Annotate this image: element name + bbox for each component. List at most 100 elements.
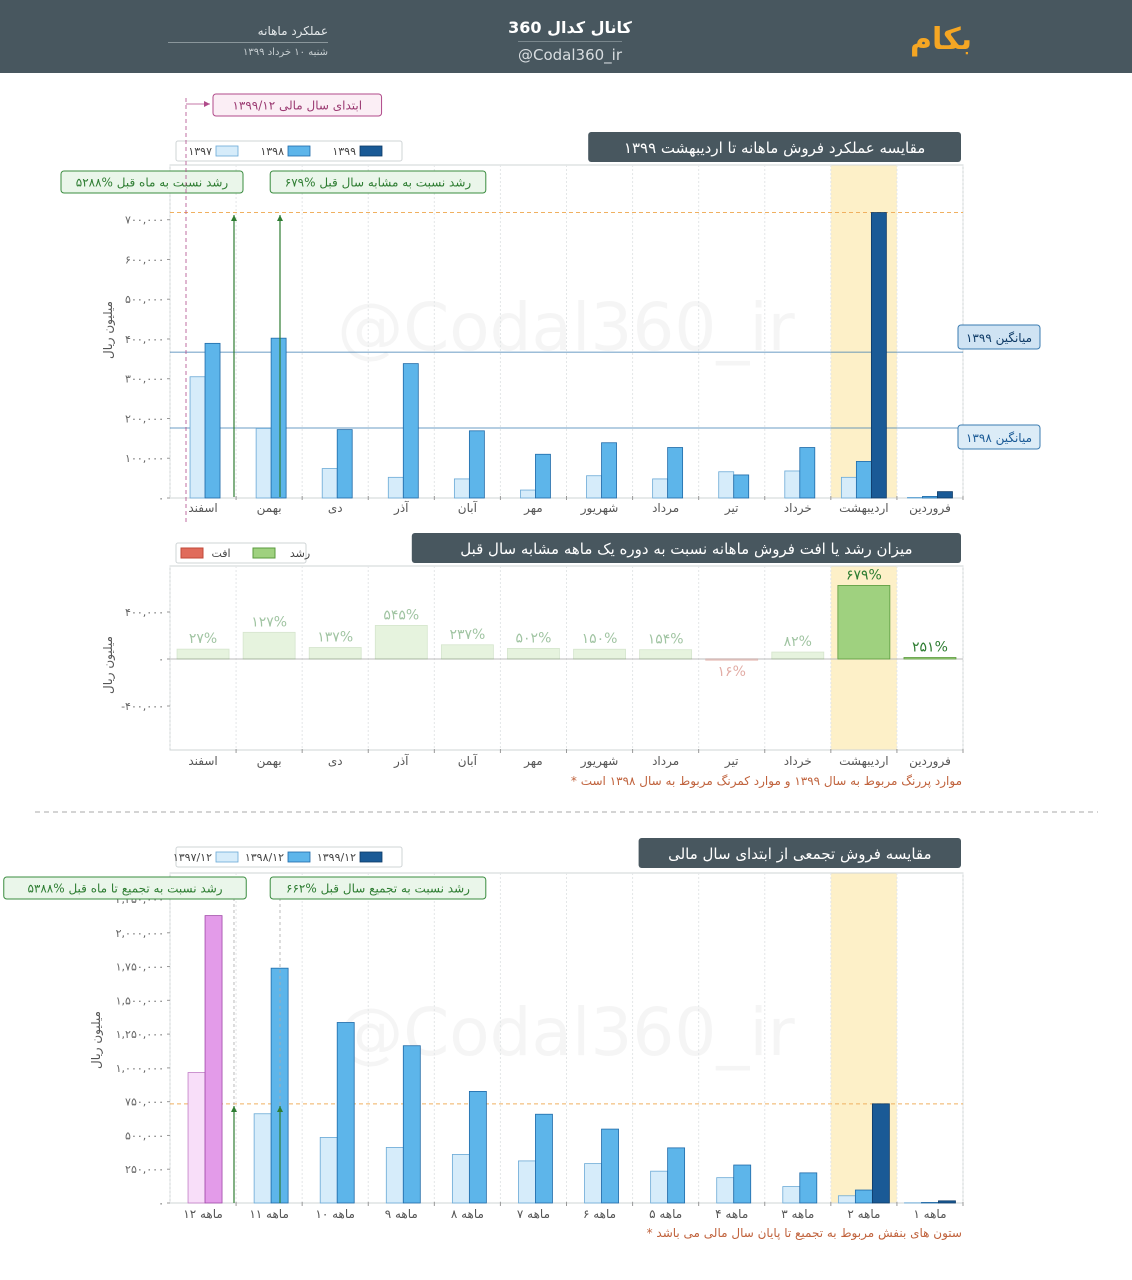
- fiscal-start-label-box: [212, 93, 383, 117]
- header-bar: بکام کانال کدال 360 @Codal360_ir عملکرد …: [0, 0, 1132, 73]
- chart1-avg-label-box: [957, 324, 1041, 350]
- chart1-annotation-0: ۵۲۸۸% رشد نسبت به ماه قبل: [76, 175, 229, 190]
- chart3-xlabel-7: ۸ ماهه: [451, 1207, 484, 1221]
- chart3-y-tick: ۷۵۰,۰۰۰: [125, 1096, 164, 1109]
- chart2-y-tick: -۴۰۰,۰۰۰: [121, 700, 164, 713]
- chart1-bar-۱۳۹۸-4: [667, 447, 684, 499]
- chart3-bar-۱۳۹۷/۱۲-5: [584, 1163, 602, 1204]
- chart3-title: مقایسه فروش تجمعی از ابتدای سال مالی: [668, 845, 931, 863]
- chart1-bar-۱۳۹۷-2: [784, 470, 801, 499]
- chart1-title-bg: [588, 132, 961, 162]
- chart1-legend-swatch: [287, 145, 311, 157]
- chart3-bar-۱۳۹۸/۱۲-7: [468, 1090, 487, 1204]
- chart2-value-label-3: ۱۶%: [718, 664, 746, 680]
- chart1-xlabel-0: فروردین: [909, 501, 951, 516]
- chart1-xlabel-7: آبان: [458, 500, 478, 515]
- chart1-avg-label-0: میانگین ۱۳۹۹: [966, 331, 1032, 346]
- chart1-highlight: [830, 165, 897, 498]
- channel-name: کانال کدال 360: [508, 18, 632, 37]
- chart2-xlabel-3: تیر: [724, 754, 739, 769]
- chart3-bar-۱۳۹۸/۱۲-1: [854, 1189, 873, 1204]
- chart2-legend-growth: رشد: [290, 547, 310, 560]
- chart3-title-bg: [638, 838, 961, 868]
- chart1-y-tick: ۶۰۰,۰۰۰: [125, 253, 164, 266]
- report-info: عملکرد ماهانه شنبه ۱۰ خرداد ۱۳۹۹: [168, 24, 328, 58]
- chart2-legend-growth-swatch: [252, 547, 276, 559]
- chart2-xlabel-10: بهمن: [257, 754, 282, 769]
- chart3-bar-۱۳۹۷/۱۲-1: [837, 1195, 856, 1204]
- chart3-xlabel-11: ۱۲ ماهه: [183, 1207, 223, 1221]
- chart2-bar-11: [176, 648, 230, 660]
- chart3-bar-۱۳۹۹/۱۲-0: [938, 1200, 956, 1204]
- chart1-legend-label: ۱۳۹۹: [332, 145, 356, 158]
- chart1-bar-۱۳۹۷-4: [652, 478, 669, 499]
- chart2-legend-decline-swatch: [180, 547, 204, 559]
- chart1-xlabel-5: شهریور: [580, 501, 619, 516]
- chart1-y-tick: ۴۰۰,۰۰۰: [125, 333, 164, 346]
- chart1-bar-۱۳۹۹-0: [937, 491, 953, 499]
- chart2-xlabel-4: مرداد: [652, 754, 679, 769]
- chart1-xlabel-6: مهر: [523, 501, 543, 516]
- chart3-bar-۱۳۹۸/۱۲-4: [667, 1147, 686, 1204]
- chart1-bar-۱۳۹۸-5: [601, 442, 617, 499]
- chart1-bar-۱۳۹۷-0: [907, 497, 923, 499]
- chart2-title: میزان رشد یا افت فروش ماهانه نسبت به دور…: [460, 540, 912, 558]
- chart1-xlabel-9: دی: [328, 501, 343, 515]
- chart1-xlabel-1: اردیبهشت: [839, 501, 888, 516]
- chart3-y-tick: ۱,۵۰۰,۰۰۰: [116, 994, 164, 1007]
- chart2-bar-6: [507, 648, 560, 660]
- chart2-value-label-8: ۵۴۵%: [383, 607, 419, 623]
- chart2-value-label-7: ۲۳۷%: [449, 627, 485, 643]
- chart2-xlabel-8: آذر: [393, 753, 409, 769]
- chart1-legend-swatch: [359, 145, 383, 157]
- chart1-bar-۱۳۹۸-1: [855, 461, 872, 499]
- chart1-y-tick: ۳۰۰,۰۰۰: [125, 373, 164, 386]
- chart3-bar-۱۳۹۹/۱۲-1: [871, 1103, 890, 1204]
- chart2-value-label-9: ۱۳۷%: [317, 629, 353, 645]
- chart1-legend-label: ۱۳۹۷: [188, 145, 212, 158]
- chart1-xlabel-3: تیر: [724, 501, 739, 516]
- chart2-title-bg: [411, 533, 961, 563]
- chart3-bar-۱۳۹۷/۱۲-7: [451, 1154, 470, 1204]
- chart1-bar-۱۳۹۸-10: [270, 337, 287, 499]
- chart1-bar-۱۳۹۸-6: [535, 453, 551, 499]
- chart3-xlabel-4: ۵ ماهه: [649, 1207, 682, 1221]
- chart2-bar-4: [639, 649, 693, 660]
- chart1-legend-label: ۱۳۹۸: [260, 145, 284, 158]
- chart2-bar-9: [308, 647, 362, 660]
- channel-handle: @Codal360_ir: [518, 41, 622, 64]
- chart3-y-tick: ۲۵۰,۰۰۰: [125, 1163, 164, 1176]
- chart3-bar-۱۳۹۸/۱۲-6: [535, 1113, 553, 1204]
- chart3-y-tick: ۱,۷۵۰,۰۰۰: [116, 961, 164, 974]
- chart2-value-label-10: ۱۲۷%: [251, 614, 287, 630]
- chart2-legend-decline: افت: [211, 547, 230, 560]
- channel-block: کانال کدال 360 @Codal360_ir: [480, 18, 660, 64]
- chart3-arrowhead-1: [277, 1106, 283, 1112]
- chart1-bar-۱۳۹۷-1: [840, 476, 857, 499]
- chart3-y-tick: ۱,۲۵۰,۰۰۰: [116, 1028, 164, 1041]
- chart2-xlabel-11: اسفند: [188, 754, 217, 768]
- chart2-value-label-6: ۵۰۲%: [516, 630, 552, 646]
- chart3-bar-۱۳۹۸/۱۲-9: [336, 1022, 355, 1204]
- chart3-y-tick: ۱,۰۰۰,۰۰۰: [116, 1062, 164, 1075]
- chart3-bar-۱۳۹۸/۱۲-11: [204, 915, 223, 1204]
- chart1-y-tick: ۷۰۰,۰۰۰: [125, 214, 164, 227]
- chart3-xlabel-5: ۶ ماهه: [583, 1207, 616, 1221]
- chart1-annotation-1: ۶۷۹% رشد نسبت به مشابه سال قبل: [285, 175, 472, 190]
- chart2-xlabel-2: خرداد: [784, 754, 812, 769]
- report-title: عملکرد ماهانه: [168, 24, 328, 43]
- chart3-legend-label: ۱۳۹۸/۱۲: [245, 851, 284, 864]
- chart3-xlabel-2: ۳ ماهه: [781, 1207, 814, 1221]
- chart3-bar-۱۳۹۷/۱۲-6: [518, 1160, 536, 1204]
- chart3-note: * ستون های بنفش مربوط به تجمیع تا پایان …: [647, 1226, 962, 1241]
- chart2-note: * موارد پررنگ مربوط به سال ۱۳۹۹ و موارد …: [571, 774, 962, 789]
- chart1-ylabel: میلیون ریال: [101, 301, 116, 359]
- chart2-bar-1: [837, 585, 891, 660]
- chart2-value-label-2: ۸۲%: [784, 634, 812, 650]
- chart2-value-label-11: ۲۷%: [189, 631, 217, 647]
- chart3-bar-۱۳۹۷/۱۲-9: [319, 1137, 338, 1204]
- chart2-bar-0: [903, 657, 957, 660]
- chart3-y-tick: ۰: [158, 1197, 164, 1210]
- chart3-annotation-1: ۶۶۲% رشد نسبت به تجمیع سال قبل: [286, 881, 470, 896]
- chart2-xlabel-0: فروردین: [909, 754, 951, 769]
